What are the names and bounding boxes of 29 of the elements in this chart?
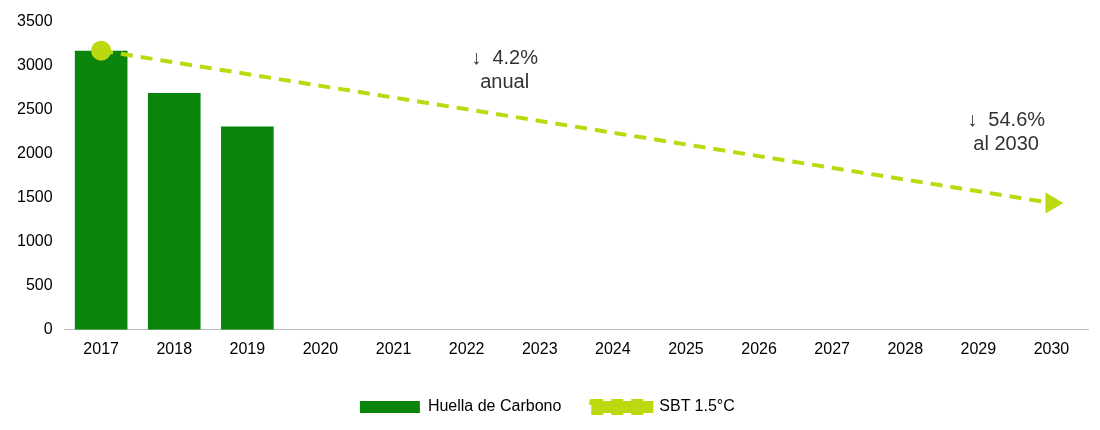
annotation: ↓ 4.2% anual — [471, 46, 539, 93]
x-tick-label: 2021 — [375, 339, 412, 357]
x-tick-label: 2026 — [741, 339, 777, 357]
x-tick-label: 2027 — [814, 339, 851, 357]
y-tick-label: 1500 — [17, 188, 53, 206]
x-tick-label: 2024 — [595, 339, 631, 357]
x-tick-label: 2030 — [1033, 339, 1070, 357]
y-tick-label: 2000 — [17, 144, 53, 162]
x-tick-label: 2028 — [887, 339, 924, 357]
annotation: ↓ 54.6% al 2030 — [967, 107, 1046, 154]
bar — [74, 50, 128, 330]
legend-label: Huella de Carbono — [427, 397, 562, 415]
x-tick-label: 2029 — [960, 339, 997, 357]
y-tick-label: 3500 — [17, 12, 53, 30]
bar — [221, 126, 274, 330]
bar — [147, 92, 201, 330]
legend-label: SBT 1.5°C — [659, 397, 735, 415]
x-tick-label: 2022 — [448, 339, 485, 357]
x-tick-label: 2025 — [668, 339, 704, 357]
y-tick-label: 1000 — [17, 232, 53, 250]
x-tick-label: 2019 — [229, 339, 266, 357]
x-tick-label: 2023 — [521, 339, 558, 357]
y-tick-label: 500 — [25, 276, 53, 294]
y-tick-label: 0 — [43, 320, 53, 338]
x-tick-label: 2018 — [156, 339, 193, 357]
x-tick-label: 2020 — [302, 339, 339, 357]
y-tick-label: 2500 — [17, 100, 53, 118]
y-tick-label: 3000 — [17, 56, 53, 74]
x-tick-label: 2017 — [83, 339, 120, 357]
